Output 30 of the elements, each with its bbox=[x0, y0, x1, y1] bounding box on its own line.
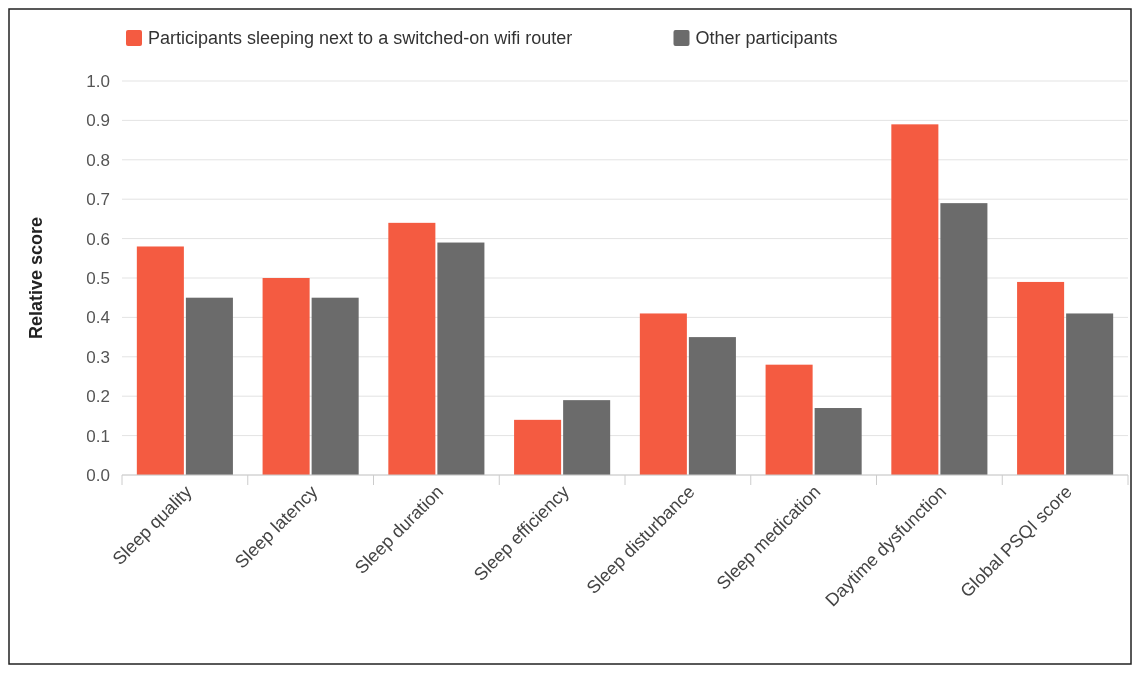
bar bbox=[311, 297, 359, 475]
y-tick-label: 1.0 bbox=[86, 72, 110, 91]
y-tick-label: 0.8 bbox=[86, 150, 110, 170]
bar bbox=[891, 124, 939, 475]
y-tick-label: 0.1 bbox=[86, 426, 110, 446]
legend-label: Other participants bbox=[695, 28, 838, 48]
bar bbox=[765, 364, 813, 475]
bar bbox=[388, 222, 436, 475]
bar bbox=[1017, 281, 1065, 475]
y-tick-label: 0.9 bbox=[86, 111, 110, 131]
y-tick-label: 0.5 bbox=[86, 269, 110, 288]
bar bbox=[185, 297, 233, 475]
y-tick-label: 0.0 bbox=[86, 466, 110, 485]
bar bbox=[262, 278, 310, 475]
bar bbox=[437, 242, 485, 475]
bar bbox=[639, 313, 687, 475]
y-tick-label: 0.4 bbox=[86, 308, 110, 328]
bar bbox=[563, 400, 611, 475]
bar bbox=[136, 246, 184, 475]
y-tick-label: 0.6 bbox=[86, 229, 110, 249]
y-tick-label: 0.7 bbox=[86, 190, 110, 210]
y-axis-title: Relative score bbox=[26, 216, 46, 340]
bar bbox=[940, 203, 988, 475]
y-tick-label: 0.2 bbox=[86, 387, 110, 407]
bar bbox=[688, 337, 736, 475]
bar bbox=[514, 419, 562, 475]
bar bbox=[1066, 313, 1114, 475]
bar bbox=[814, 408, 862, 475]
legend-label: Participants sleeping next to a switched-on wifi router bbox=[148, 28, 573, 48]
y-tick-label: 0.3 bbox=[86, 347, 110, 367]
